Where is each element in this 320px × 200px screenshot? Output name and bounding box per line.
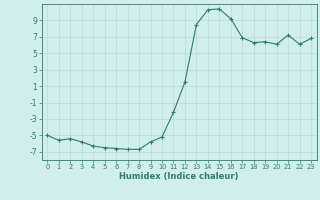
- X-axis label: Humidex (Indice chaleur): Humidex (Indice chaleur): [119, 172, 239, 181]
